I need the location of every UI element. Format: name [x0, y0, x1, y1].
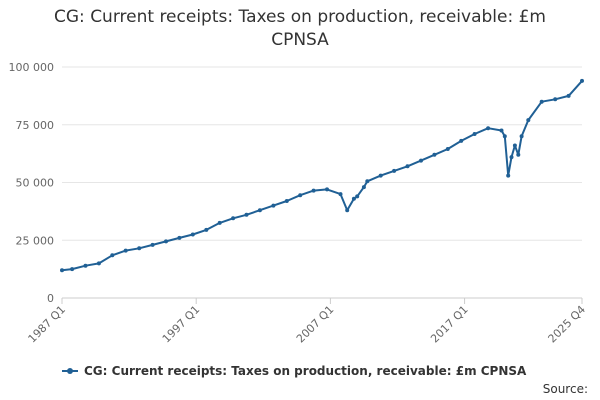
- y-tick-label: 75 000: [16, 119, 55, 132]
- legend[interactable]: CG: Current receipts: Taxes on productio…: [62, 364, 526, 378]
- x-tick-label: 2025 Q4: [546, 303, 589, 346]
- data-point[interactable]: [539, 99, 544, 104]
- data-point[interactable]: [445, 147, 450, 151]
- data-point[interactable]: [361, 185, 366, 190]
- data-point[interactable]: [506, 173, 511, 178]
- chart-title: CG: Current receipts: Taxes on productio…: [54, 7, 546, 50]
- data-point[interactable]: [345, 208, 350, 213]
- data-point[interactable]: [244, 212, 249, 217]
- data-point[interactable]: [351, 196, 356, 201]
- data-point[interactable]: [459, 138, 464, 143]
- data-point[interactable]: [338, 192, 343, 197]
- data-point[interactable]: [432, 152, 437, 157]
- x-tick-label: 2007 Q1: [294, 303, 337, 346]
- axes: 0 25 000 50 000 75 000 100 000 1987 Q1 1997 Q1…: [9, 61, 589, 345]
- data-point[interactable]: [298, 193, 303, 198]
- series-layer: [60, 78, 584, 273]
- data-point[interactable]: [60, 268, 64, 273]
- series-line: [61, 80, 583, 272]
- legend-label: CG: Current receipts: Taxes on productio…: [84, 364, 527, 378]
- data-point[interactable]: [472, 132, 477, 136]
- data-point[interactable]: [378, 173, 383, 178]
- data-point[interactable]: [70, 267, 75, 272]
- data-point[interactable]: [164, 239, 168, 244]
- data-point[interactable]: [190, 232, 195, 237]
- data-point[interactable]: [284, 199, 289, 203]
- data-point[interactable]: [231, 216, 236, 221]
- data-point[interactable]: [516, 152, 521, 157]
- data-point[interactable]: [512, 143, 517, 148]
- y-tick-label: 0: [47, 292, 54, 305]
- data-point[interactable]: [526, 118, 531, 123]
- data-point[interactable]: [96, 261, 101, 266]
- data-point[interactable]: [83, 263, 88, 268]
- y-tick-label: 25 000: [16, 234, 55, 247]
- data-point[interactable]: [580, 78, 584, 83]
- data-point[interactable]: [566, 93, 571, 98]
- data-point[interactable]: [486, 126, 491, 131]
- data-point[interactable]: [177, 235, 182, 240]
- data-point[interactable]: [392, 168, 397, 173]
- data-point[interactable]: [499, 128, 504, 133]
- y-tick-label: 100 000: [9, 61, 55, 74]
- data-point[interactable]: [204, 227, 209, 232]
- x-tick-label: 2017 Q1: [428, 303, 471, 346]
- data-point[interactable]: [509, 155, 514, 160]
- source-label: Source:: [542, 382, 588, 396]
- data-point[interactable]: [257, 208, 262, 213]
- data-point[interactable]: [150, 242, 155, 247]
- data-point[interactable]: [137, 246, 142, 251]
- data-point[interactable]: [405, 164, 410, 169]
- data-point[interactable]: [355, 194, 360, 199]
- x-tick-label: 1997 Q1: [160, 303, 203, 346]
- gridlines: [62, 66, 582, 299]
- data-point[interactable]: [419, 158, 423, 163]
- y-tick-label: 50 000: [16, 177, 55, 190]
- data-point[interactable]: [271, 203, 276, 208]
- data-point[interactable]: [365, 179, 370, 184]
- data-point[interactable]: [502, 134, 507, 139]
- data-point[interactable]: [217, 220, 222, 225]
- data-point[interactable]: [110, 253, 115, 258]
- data-point[interactable]: [553, 97, 558, 102]
- data-point[interactable]: [123, 248, 128, 253]
- data-point[interactable]: [311, 188, 316, 193]
- x-tick-label: 1987 Q1: [26, 303, 69, 346]
- data-point[interactable]: [325, 187, 329, 192]
- data-point[interactable]: [519, 134, 524, 139]
- legend-line-symbol: [62, 368, 78, 374]
